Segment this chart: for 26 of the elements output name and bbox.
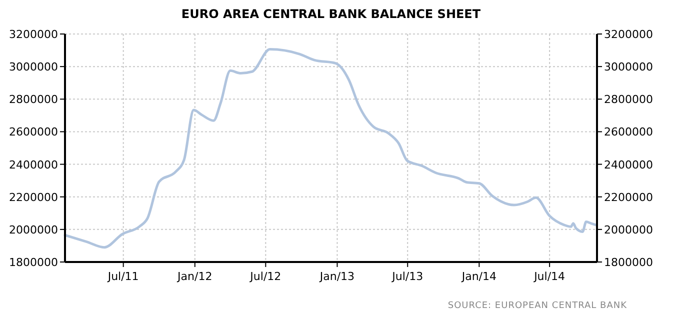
chart-title: EURO AREA CENTRAL BANK BALANCE SHEET bbox=[181, 7, 482, 21]
source-note: SOURCE: EUROPEAN CENTRAL BANK bbox=[448, 301, 628, 311]
y2-tick-label: 3000000 bbox=[604, 60, 653, 74]
y2-tick-label: 2000000 bbox=[604, 223, 653, 236]
y-tick-label: 2400000 bbox=[9, 158, 58, 172]
y2-tick-label: 1800000 bbox=[604, 256, 653, 269]
x-tick-label: Jul/13 bbox=[391, 270, 424, 283]
x-tick-label: Jul/12 bbox=[249, 270, 282, 283]
y-tick-label: 2200000 bbox=[9, 190, 58, 204]
y2-tick-label: 2800000 bbox=[604, 93, 653, 106]
y2-tick-label: 2600000 bbox=[604, 126, 653, 139]
y-tick-label: 1800000 bbox=[9, 256, 58, 269]
y-tick-label: 2000000 bbox=[9, 223, 58, 236]
x-tick-label: Jul/11 bbox=[106, 270, 139, 283]
line-series bbox=[64, 48, 598, 249]
y-tick-label: 3000000 bbox=[9, 60, 58, 74]
y-tick-label: 2600000 bbox=[9, 126, 58, 139]
x-tick-label: Jan/14 bbox=[460, 270, 497, 283]
y-tick-label: 2800000 bbox=[9, 93, 58, 106]
x-tick-label: Jan/12 bbox=[176, 270, 212, 283]
y2-tick-label: 2400000 bbox=[604, 158, 653, 172]
x-tick-label: Jul/14 bbox=[533, 270, 566, 283]
x-tick-label: Jan/13 bbox=[318, 270, 355, 283]
y2-tick-label: 2200000 bbox=[604, 190, 653, 204]
y2-tick-label: 3200000 bbox=[604, 28, 653, 41]
y-tick-label: 3200000 bbox=[9, 28, 58, 41]
